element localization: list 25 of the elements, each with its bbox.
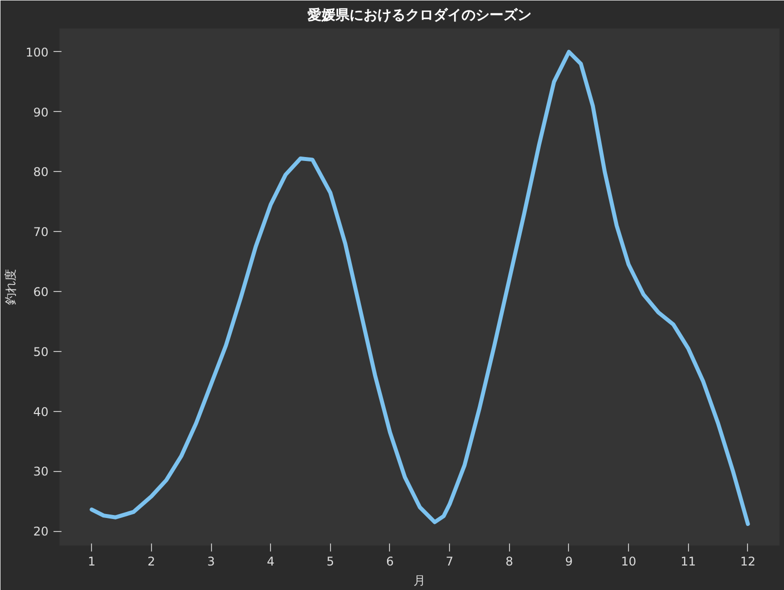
- y-tick-label: 40: [33, 404, 49, 419]
- x-tick-label: 5: [326, 554, 334, 568]
- x-tick-label: 2: [148, 554, 156, 568]
- x-tick-label: 10: [620, 554, 636, 568]
- x-tick-label: 7: [446, 554, 454, 568]
- y-tick-label: 90: [33, 105, 49, 120]
- x-tick-label: 8: [505, 554, 514, 568]
- y-tick-label: 20: [33, 524, 49, 539]
- x-tick-label: 1: [88, 554, 96, 568]
- x-tick-label: 6: [386, 554, 394, 568]
- y-tick-label: 50: [33, 344, 49, 359]
- x-axis-title: 月: [414, 574, 426, 588]
- y-tick-label: 70: [33, 225, 49, 240]
- x-tick-label: 3: [207, 554, 215, 568]
- y-tick-label: 60: [33, 284, 49, 299]
- x-tick-label: 12: [740, 554, 756, 568]
- x-tick-label: 4: [266, 554, 274, 568]
- y-tick-label: 100: [26, 45, 48, 60]
- line-series: [90, 50, 750, 526]
- x-tick-label: 9: [565, 554, 573, 568]
- chart-title: 愛媛県におけるクロダイのシーズン: [308, 8, 532, 24]
- y-tick-label: 30: [33, 464, 49, 479]
- y-tick-label: 80: [33, 165, 49, 180]
- x-tick-label: 11: [680, 554, 696, 568]
- y-axis-title: 釣れ度: [4, 269, 18, 305]
